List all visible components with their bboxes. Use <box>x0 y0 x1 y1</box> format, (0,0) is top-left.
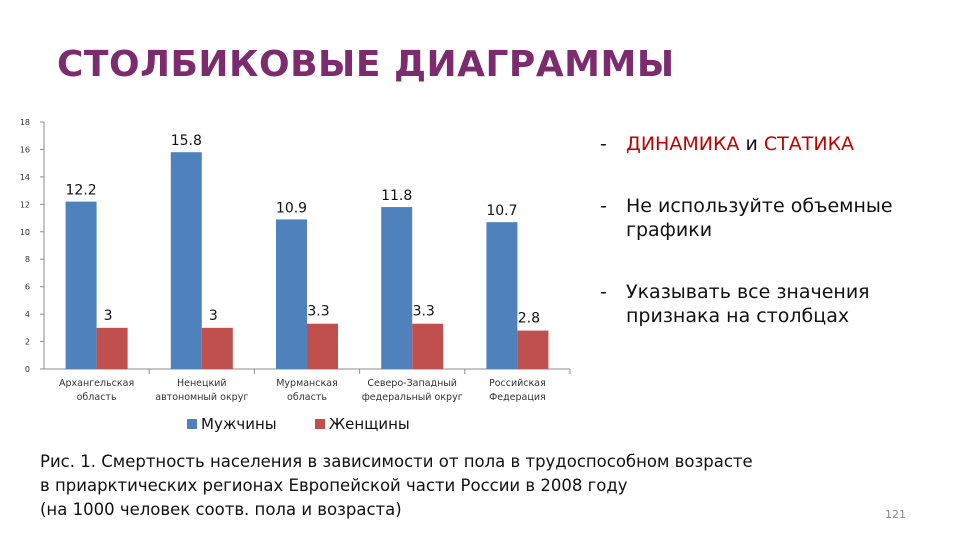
bullet-dynamics-word: ДИНАМИКА <box>626 133 740 155</box>
bar-men <box>65 201 97 369</box>
x-tick-label: Федерация <box>489 392 546 403</box>
data-label: 12.2 <box>66 183 97 199</box>
y-tick-label: 16 <box>20 145 30 154</box>
x-tick-label: Российская <box>489 378 546 389</box>
y-tick-label: 12 <box>20 200 30 209</box>
data-label: 3 <box>104 308 113 324</box>
slide-title: СТОЛБИКОВЫЕ ДИАГРАММЫ <box>57 44 675 85</box>
bullet-dash: - <box>600 195 607 217</box>
legend-label-men: Мужчины <box>201 415 277 433</box>
bullet-dynamics-statics: - ДИНАМИКА и СТАТИКА <box>600 132 854 156</box>
y-tick-label: 6 <box>25 283 30 292</box>
bullet-dash: - <box>600 281 607 303</box>
figure-caption: Рис. 1. Смертность населения в зависимос… <box>40 450 753 522</box>
bullet-statics-word: СТАТИКА <box>763 133 855 155</box>
y-tick-label: 0 <box>25 365 30 374</box>
bullet-dash: - <box>600 133 607 155</box>
bar-women <box>96 327 128 369</box>
data-label: 3.3 <box>307 304 329 320</box>
bullet-conjunction: и <box>739 133 764 155</box>
y-tick-label: 14 <box>20 173 30 182</box>
x-tick-label: область <box>287 392 327 403</box>
legend-swatch-men <box>187 419 197 429</box>
x-tick-label: Ненецкий <box>177 378 227 389</box>
y-tick-label: 2 <box>25 338 30 347</box>
bullet-no-3d-charts: - Не используйте объемные графики <box>600 194 946 242</box>
x-tick-label: федеральный округ <box>362 392 463 403</box>
caption-line: Рис. 1. Смертность населения в зависимос… <box>40 452 753 471</box>
bar-men <box>486 222 518 369</box>
bar-women <box>517 330 549 369</box>
y-tick-label: 18 <box>20 118 30 127</box>
bullet-text: Не используйте объемные графики <box>626 195 893 241</box>
caption-line: (на 1000 человек соотв. пола и возраста) <box>40 500 402 519</box>
data-label: 3 <box>209 308 218 324</box>
y-tick-label: 10 <box>20 228 30 237</box>
bar-women <box>307 323 338 369</box>
data-label: 11.8 <box>381 188 412 204</box>
y-tick-label: 8 <box>25 255 30 264</box>
page-number: 121 <box>885 508 906 521</box>
x-tick-label: Архангельская <box>59 378 134 389</box>
bar-men <box>276 219 307 369</box>
caption-line: в приарктических регионах Европейской ча… <box>40 476 628 495</box>
data-label: 2.8 <box>518 311 540 327</box>
data-label: 3.3 <box>413 304 435 320</box>
bullet-text: Указывать все значения признака на столб… <box>626 281 870 327</box>
bar-men <box>381 207 413 369</box>
data-label: 10.7 <box>486 203 517 219</box>
bullet-show-values: - Указывать все значения признака на сто… <box>600 280 946 328</box>
bar-women <box>201 327 233 369</box>
x-tick-label: Мурманская <box>276 378 338 389</box>
data-label: 15.8 <box>171 133 202 149</box>
legend-swatch-women <box>315 419 325 429</box>
x-tick-label: область <box>77 392 117 403</box>
x-tick-label: автономный округ <box>155 392 248 403</box>
legend-label-women: Женщины <box>329 415 410 433</box>
x-tick-label: Северо-Западный <box>367 378 457 389</box>
y-tick-label: 4 <box>25 310 30 319</box>
data-label: 10.9 <box>276 200 307 216</box>
bar-men <box>170 152 202 369</box>
bar-women <box>412 323 444 369</box>
